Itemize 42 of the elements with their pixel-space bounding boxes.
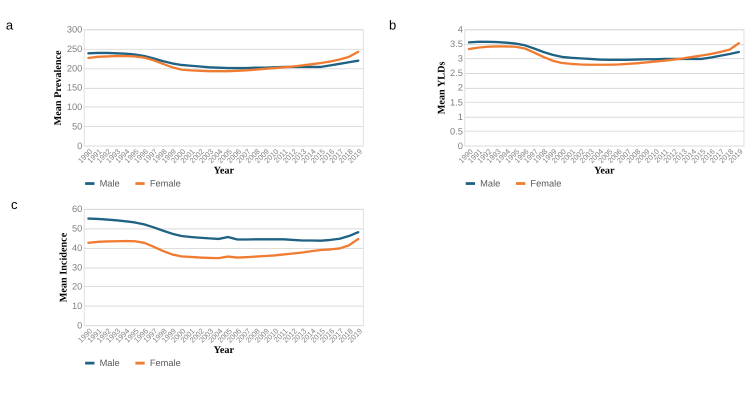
y-tick-label: 0 <box>77 320 82 330</box>
y-tick-label: 50 <box>72 121 82 132</box>
x-axis-title: Year <box>594 165 616 176</box>
chart-title: b <box>389 17 396 32</box>
y-tick-label: 200 <box>66 63 82 74</box>
legend-label: Male <box>100 178 120 188</box>
y-tick-label: 150 <box>66 82 82 93</box>
y-tick-label: 50 <box>72 224 82 234</box>
legend-label: Female <box>150 178 181 188</box>
y-tick-label: 40 <box>72 242 82 253</box>
y-tick-label: 20 <box>72 282 82 292</box>
y-tick-label: 1 <box>458 112 463 122</box>
line-series <box>87 238 360 260</box>
legend-label: Male <box>100 358 120 368</box>
y-tick-label: 2.5 <box>450 68 463 78</box>
line-series <box>468 42 740 66</box>
x-axis-title: Year <box>214 165 234 176</box>
y-tick-label: 100 <box>66 102 82 112</box>
y-tick-label: 60 <box>72 204 82 214</box>
line-series <box>87 217 360 242</box>
y-tick-label: 250 <box>66 44 82 54</box>
y-tick-label: 3 <box>458 54 463 64</box>
y-axis-title: Mean YLDs <box>436 62 448 114</box>
legend-label: Male <box>480 178 500 188</box>
y-tick-label: 300 <box>66 24 82 35</box>
y-tick-label: 10 <box>72 301 82 312</box>
legend-label: Female <box>530 178 562 188</box>
legend-label: Female <box>150 358 181 368</box>
y-tick-label: 0 <box>77 140 82 151</box>
y-axis-title: Mean Prevalence <box>53 50 64 126</box>
y-tick-label: 3.5 <box>450 39 463 50</box>
y-tick-label: 4 <box>458 24 463 35</box>
y-tick-label: 0.5 <box>450 126 463 136</box>
chart-title: c <box>11 196 18 212</box>
y-axis-title: Mean Incidence <box>58 232 70 302</box>
y-tick-label: 2 <box>458 82 463 93</box>
y-tick-label: 30 <box>72 262 82 272</box>
y-tick-label: 1.5 <box>450 97 463 108</box>
y-tick-label: 0 <box>458 140 463 151</box>
line-series <box>468 40 740 61</box>
chart-title: a <box>6 17 14 32</box>
x-axis-title: Year <box>214 344 234 356</box>
